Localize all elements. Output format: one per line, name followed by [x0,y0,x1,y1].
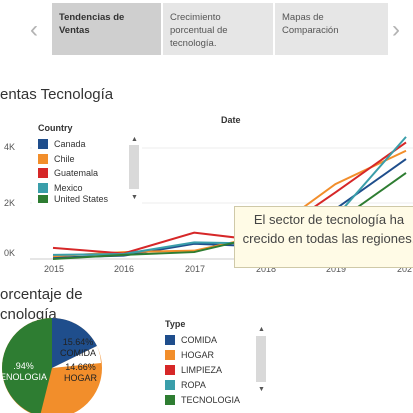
legend-swatch [38,153,48,164]
type-legend-scrollbar[interactable] [256,336,266,382]
legend-label: LIMPIEZA [181,364,223,375]
legend-label: ROPA [181,379,206,390]
scroll-up-icon[interactable]: ▲ [258,326,265,333]
story-point-mapas[interactable]: Mapas de Comparación [275,3,388,55]
legend-item-hogar[interactable]: HOGAR [165,348,240,363]
pie-label-hogar: 14.66% HOGAR [64,362,98,383]
pie-chart-title-line1: orcentaje de [0,286,83,303]
legend-swatch [165,335,175,346]
sales-chart-title: entas Tecnología [0,86,114,103]
legend-label: HOGAR [181,350,215,361]
legend-label: Guatemala [54,168,99,179]
legend-swatch [38,182,48,193]
prev-story-arrow-icon[interactable]: ‹ [30,16,38,43]
legend-item-chile[interactable]: Chile [38,152,142,167]
legend-item-guatemala[interactable]: Guatemala [38,166,142,181]
legend-item-united-states[interactable]: United States [38,195,142,203]
legend-swatch [165,364,175,375]
x-tick-label: 2018 [256,264,277,274]
country-legend: Country Canada Chile Guatemala Mexico Un… [32,121,142,205]
scroll-up-icon[interactable]: ▲ [131,136,138,143]
legend-item-ropa[interactable]: ROPA [165,377,240,392]
story-point-bar: Tendencias de Ventas Crecimiento porcent… [52,3,388,55]
next-story-arrow-icon[interactable]: › [392,16,400,43]
pie-chart-title-line2: cnología [0,306,57,323]
x-tick-label: 2017 [185,264,206,274]
type-legend: Type COMIDA HOGAR LIMPIEZA ROPA TECNOLOG… [165,317,240,407]
y-tick-label: 0K [4,248,16,258]
pie-slice-divider [52,346,101,368]
legend-swatch [38,139,48,150]
legend-swatch [38,168,48,179]
legend-item-mexico[interactable]: Mexico [38,181,142,196]
legend-label: TECNOLOGIA [181,394,241,405]
legend-swatch [38,195,48,203]
legend-label: Chile [54,153,75,164]
y-tick-label: 2K [4,198,16,208]
legend-scrollbar[interactable] [129,145,139,189]
y-tick-label: 4K [4,142,16,152]
pie-slice-tecnologia[interactable] [2,318,52,413]
story-point-crecimiento[interactable]: Crecimiento porcentual de tecnología. [163,3,273,55]
x-tick-label: 2019 [326,264,347,274]
x-tick-label: 2015 [44,264,65,274]
type-legend-title: Type [165,319,186,329]
legend-swatch [165,394,175,405]
chart-annotation: El sector de tecnología ha crecido en to… [234,206,413,268]
x-tick-label: 2016 [114,264,135,274]
pie-label-comida: 15.64% COMIDA [60,337,96,358]
legend-item-comida[interactable]: COMIDA [165,333,240,348]
legend-swatch [165,379,175,390]
legend-title: Country [38,123,73,133]
legend-label: United States [54,195,109,203]
pie-label-tecnologia: .94% ENOLOGIA [0,361,48,382]
legend-swatch [165,350,175,361]
legend-label: COMIDA [181,335,217,346]
series-line-guatemala[interactable] [52,141,407,255]
legend-item-canada[interactable]: Canada [38,137,142,152]
scroll-down-icon[interactable]: ▼ [258,386,265,393]
scroll-down-icon[interactable]: ▼ [131,194,138,201]
pie-slice-comida[interactable] [52,317,97,368]
legend-label: Mexico [54,182,83,193]
x-axis-title: Date [221,115,241,125]
legend-item-limpieza[interactable]: LIMPIEZA [165,363,240,378]
legend-item-tecnologia[interactable]: TECNOLOGIA [165,392,240,407]
story-point-tendencias[interactable]: Tendencias de Ventas [52,3,161,55]
legend-label: Canada [54,139,86,150]
x-tick-label: 202 [397,264,413,274]
